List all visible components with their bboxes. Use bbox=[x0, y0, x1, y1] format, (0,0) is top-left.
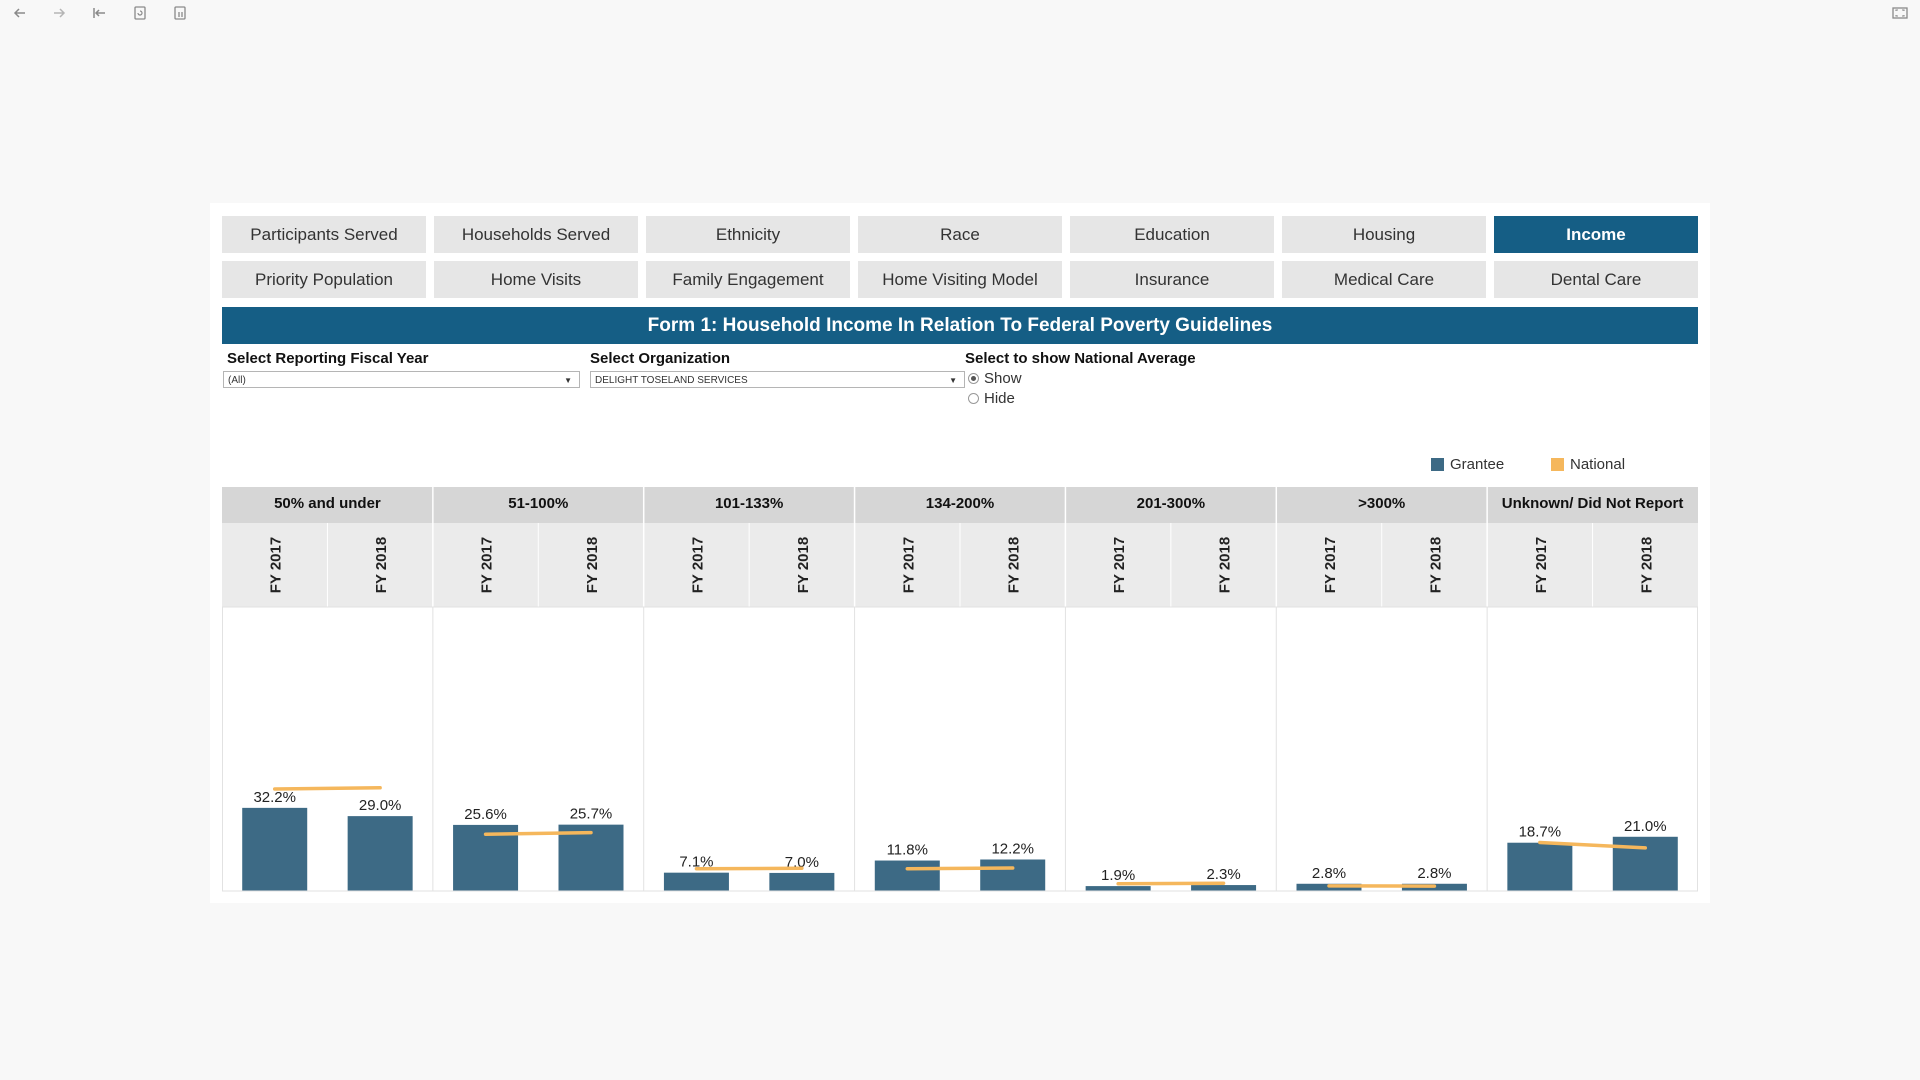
group-header-label: >300% bbox=[1358, 495, 1405, 512]
grantee-data-label: 25.7% bbox=[570, 806, 613, 823]
legend-grantee[interactable]: Grantee bbox=[1431, 456, 1504, 474]
income-chart: 50% and under FY 2017 32.2% FY 2018 29.0% 51-… bbox=[222, 487, 1698, 892]
grantee-bar bbox=[1507, 842, 1573, 891]
grantee-data-label: 18.7% bbox=[1519, 824, 1562, 841]
grantee-bar bbox=[663, 872, 729, 891]
radio-show-label: Show bbox=[984, 370, 1022, 387]
radio-unselected-icon bbox=[968, 392, 979, 404]
national-average-line bbox=[694, 866, 804, 871]
radio-selected-icon bbox=[968, 372, 979, 384]
organization-dropdown[interactable]: DELIGHT TOSELAND SERVICES ▼ bbox=[590, 371, 965, 388]
skip-to-start-icon[interactable] bbox=[89, 4, 109, 24]
grantee-data-label: 29.0% bbox=[359, 797, 402, 814]
fiscal-year-label: Select Reporting Fiscal Year bbox=[227, 350, 429, 367]
back-icon[interactable] bbox=[10, 4, 30, 24]
grantee-data-label: 7.1% bbox=[679, 854, 713, 871]
tab-housing[interactable]: Housing bbox=[1282, 216, 1486, 253]
national-average-label: Select to show National Average bbox=[965, 350, 1196, 367]
forward-icon[interactable] bbox=[49, 4, 69, 24]
subcategory-label: FY 2018 bbox=[1638, 537, 1655, 593]
group-header-label: 201-300% bbox=[1137, 495, 1205, 512]
subcategory-label: FY 2017 bbox=[1533, 537, 1550, 593]
tab-family-engagement[interactable]: Family Engagement bbox=[646, 261, 850, 298]
national-average-line bbox=[272, 785, 382, 791]
grantee-bar bbox=[874, 860, 940, 891]
grantee-data-label: 1.9% bbox=[1101, 867, 1135, 884]
subcategory-label: FY 2017 bbox=[900, 537, 917, 593]
grantee-bar bbox=[558, 824, 624, 891]
tab-households-served[interactable]: Households Served bbox=[434, 216, 638, 253]
grantee-data-label: 11.8% bbox=[887, 842, 928, 859]
tab-participants-served[interactable]: Participants Served bbox=[222, 216, 426, 253]
radio-hide[interactable]: Hide bbox=[968, 390, 1015, 408]
grantee-bar bbox=[1612, 836, 1678, 891]
tab-medical-care[interactable]: Medical Care bbox=[1282, 261, 1486, 298]
fiscal-year-dropdown[interactable]: (All) ▼ bbox=[223, 371, 580, 388]
subcategory-label: FY 2017 bbox=[1111, 537, 1128, 593]
plot-area bbox=[222, 607, 1698, 891]
revert-icon[interactable] bbox=[130, 4, 150, 24]
subcategory-label: FY 2017 bbox=[1322, 537, 1339, 593]
organization-value: DELIGHT TOSELAND SERVICES bbox=[595, 375, 748, 386]
form-title: Form 1: Household Income In Relation To … bbox=[222, 307, 1698, 344]
subcategory-label: FY 2018 bbox=[1217, 537, 1234, 593]
subcategory-label: FY 2017 bbox=[689, 537, 706, 593]
tab-priority-population[interactable]: Priority Population bbox=[222, 261, 426, 298]
plot-border bbox=[222, 606, 1698, 892]
grantee-bar bbox=[347, 816, 413, 891]
subcategory-label: FY 2018 bbox=[1427, 537, 1444, 593]
subcategory-label: FY 2018 bbox=[584, 537, 601, 593]
national-average-line bbox=[483, 830, 593, 836]
subcategory-label: FY 2017 bbox=[268, 537, 285, 593]
group-header-label: 101-133% bbox=[715, 495, 783, 512]
group-header-label: Unknown/ Did Not Report bbox=[1502, 495, 1684, 512]
tab-insurance[interactable]: Insurance bbox=[1070, 261, 1274, 298]
chevron-down-icon: ▼ bbox=[564, 376, 572, 385]
fullscreen-icon[interactable] bbox=[1890, 4, 1910, 24]
tab-income[interactable]: Income bbox=[1494, 216, 1698, 253]
subcategory-label: FY 2018 bbox=[373, 537, 390, 593]
legend-swatch-national bbox=[1551, 457, 1564, 471]
grantee-data-label: 25.6% bbox=[464, 806, 507, 823]
subcategory-label: FY 2018 bbox=[795, 537, 812, 593]
grantee-bar bbox=[242, 807, 308, 891]
group-header-label: 50% and under bbox=[274, 495, 381, 512]
subcategory-label: FY 2017 bbox=[479, 537, 496, 593]
tab-home-visits[interactable]: Home Visits bbox=[434, 261, 638, 298]
subcategory-label: FY 2018 bbox=[1006, 537, 1023, 593]
tab-ethnicity[interactable]: Ethnicity bbox=[646, 216, 850, 253]
grantee-data-label: 12.2% bbox=[991, 841, 1034, 858]
tab-home-visiting-model[interactable]: Home Visiting Model bbox=[858, 261, 1062, 298]
grantee-data-label: 2.8% bbox=[1417, 865, 1451, 882]
national-average-line bbox=[905, 866, 1015, 871]
fiscal-year-value: (All) bbox=[228, 375, 246, 386]
grantee-data-label: 21.0% bbox=[1624, 818, 1667, 835]
grantee-bar bbox=[980, 859, 1046, 891]
tab-education[interactable]: Education bbox=[1070, 216, 1274, 253]
group-header-label: 134-200% bbox=[926, 495, 994, 512]
grantee-data-label: 32.2% bbox=[253, 789, 296, 806]
group-header-bg bbox=[222, 487, 1698, 523]
legend-swatch-grantee bbox=[1431, 457, 1444, 471]
radio-hide-label: Hide bbox=[984, 390, 1015, 407]
grantee-bar bbox=[769, 872, 835, 891]
grantee-data-label: 2.3% bbox=[1206, 866, 1240, 883]
legend-national[interactable]: National bbox=[1551, 456, 1625, 474]
grantee-bar bbox=[1191, 885, 1257, 891]
grantee-data-label: 2.8% bbox=[1312, 865, 1346, 882]
grantee-bar bbox=[1085, 886, 1151, 891]
toolbar bbox=[0, 0, 1920, 30]
legend-label-national: National bbox=[1570, 456, 1626, 473]
tab-race[interactable]: Race bbox=[858, 216, 1062, 253]
dashboard: Participants Served Households Served Ethn… bbox=[210, 203, 1710, 903]
radio-show[interactable]: Show bbox=[968, 370, 1022, 388]
group-header-label: 51-100% bbox=[508, 495, 568, 512]
pause-icon[interactable] bbox=[170, 4, 190, 24]
national-average-line bbox=[1538, 840, 1648, 850]
organization-label: Select Organization bbox=[590, 350, 731, 367]
national-average-line bbox=[1116, 881, 1226, 886]
legend-label-grantee: Grantee bbox=[1450, 456, 1505, 473]
chevron-down-icon: ▼ bbox=[949, 376, 957, 385]
tab-dental-care[interactable]: Dental Care bbox=[1494, 261, 1698, 298]
